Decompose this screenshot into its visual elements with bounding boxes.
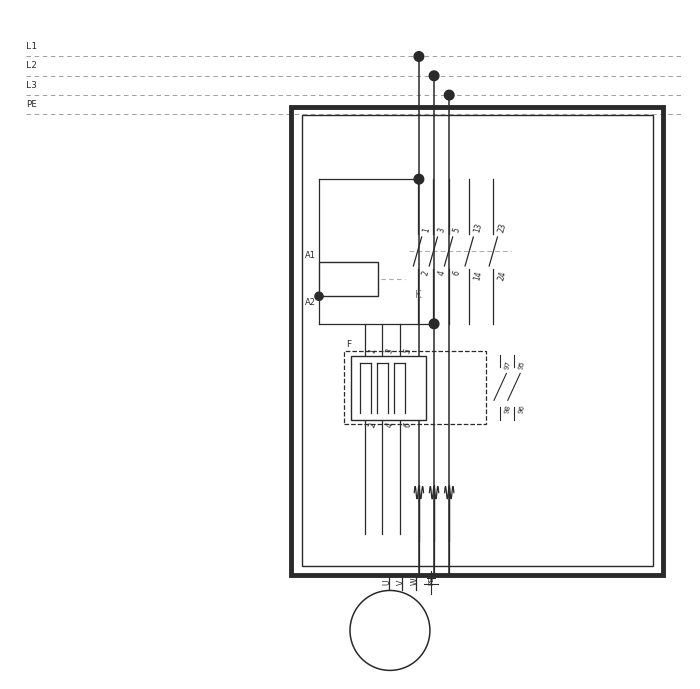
Text: 2: 2 [421,269,431,276]
Text: 3: 3 [437,227,447,234]
Circle shape [315,292,323,300]
Text: 3: 3 [385,348,395,355]
Text: 5: 5 [402,348,412,355]
Text: 13: 13 [473,222,484,234]
Text: 4: 4 [437,269,447,276]
Circle shape [429,71,439,81]
Text: F: F [346,340,351,349]
Bar [344,351,486,424]
Bar [351,356,426,420]
Text: 5: 5 [452,227,462,234]
Text: 1: 1 [368,348,378,355]
Text: 3~: 3~ [382,637,398,649]
Text: 6: 6 [402,422,412,429]
Text: L2: L2 [26,61,37,70]
Circle shape [429,319,439,329]
Text: L1: L1 [26,42,37,51]
Text: A2: A2 [305,298,316,307]
Text: V: V [396,579,405,585]
Text: M: M [384,617,396,630]
Circle shape [414,174,424,184]
Text: W: W [410,577,419,585]
Text: 23: 23 [497,222,508,234]
Text: 97: 97 [503,360,512,370]
Bar [319,262,377,296]
Text: 95: 95 [517,360,526,370]
Text: 4: 4 [385,422,395,429]
Circle shape [444,90,454,100]
Text: 1: 1 [421,227,431,234]
Bar [302,115,653,566]
Text: 400V: 400V [351,272,377,282]
Circle shape [350,590,430,670]
Text: 6: 6 [452,269,462,276]
Text: 96: 96 [517,404,526,414]
Text: L3: L3 [26,81,37,90]
Text: 14: 14 [473,269,484,281]
Text: PE: PE [26,100,37,109]
Text: A1: A1 [305,251,316,260]
Circle shape [414,52,424,61]
Text: 98: 98 [503,404,512,414]
Text: K: K [416,290,422,300]
Text: PE: PE [428,577,434,585]
Text: 2: 2 [368,422,378,429]
Text: 24: 24 [497,269,508,281]
Text: U: U [383,579,392,585]
